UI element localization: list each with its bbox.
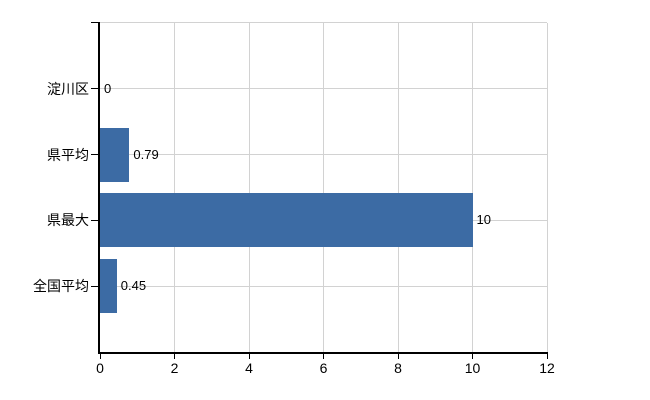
category-label: 県最大: [47, 212, 89, 229]
category-gridline: [100, 285, 547, 287]
category-label: 県平均: [47, 146, 89, 163]
x-tick: [323, 352, 324, 359]
x-axis: [98, 352, 547, 354]
value-label: 0.79: [133, 146, 159, 162]
plot-border-top: [100, 22, 547, 23]
category-gridline: [100, 154, 547, 156]
x-tick-label: 12: [539, 360, 555, 376]
y-axis-top-tick: [91, 22, 100, 23]
x-tick-label: 2: [170, 360, 179, 376]
x-tick: [397, 352, 399, 359]
value-label: 0: [104, 80, 112, 96]
x-tick-label: 6: [319, 360, 328, 376]
category-label: 淀川区: [47, 80, 89, 97]
x-tick: [472, 352, 473, 359]
x-tick-label: 0: [96, 360, 104, 376]
x-tick-label: 4: [245, 360, 253, 376]
y-tick: [91, 219, 100, 221]
y-tick: [91, 88, 100, 90]
y-tick: [91, 285, 100, 287]
value-label: 0.45: [120, 278, 147, 294]
bar: [100, 127, 130, 182]
x-gridline: [397, 23, 399, 352]
x-gridline: [472, 23, 473, 352]
bar: [100, 259, 117, 314]
x-gridline: [546, 23, 548, 352]
y-tick: [91, 154, 100, 156]
category-label: 全国平均: [33, 278, 89, 295]
x-tick: [248, 352, 250, 359]
category-gridline: [100, 88, 547, 90]
bar: [100, 193, 473, 248]
x-gridline: [174, 23, 175, 352]
x-tick-label: 8: [394, 360, 402, 376]
y-axis: [98, 22, 100, 354]
x-tick: [546, 352, 548, 359]
x-tick: [174, 352, 175, 359]
value-label: 10: [476, 212, 491, 228]
x-tick-label: 10: [464, 360, 481, 376]
x-gridline: [248, 23, 250, 352]
x-tick: [99, 352, 101, 359]
x-gridline: [323, 23, 324, 352]
